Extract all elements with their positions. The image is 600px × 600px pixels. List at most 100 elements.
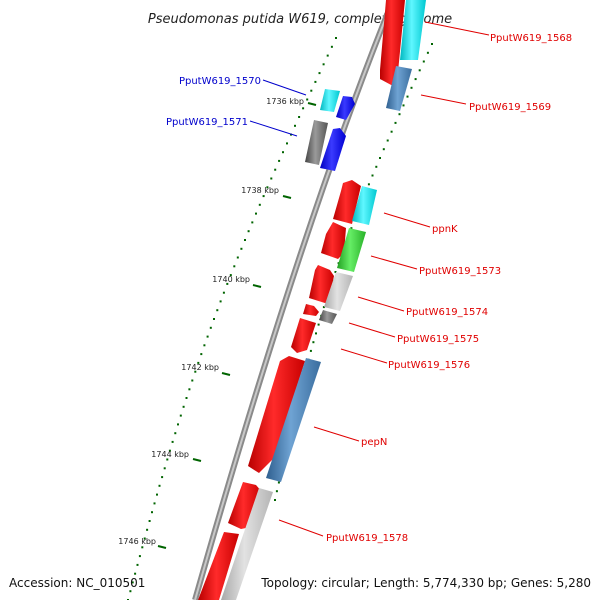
inner-ring-dot	[143, 537, 146, 540]
map-title: Pseudomonas putida W619, complete genome	[148, 12, 452, 27]
inner-ring-dot	[247, 230, 250, 233]
outer-ring-dot	[431, 43, 433, 45]
inner-ring-dot	[302, 107, 305, 110]
gene-1571-darkgray-arrow	[305, 120, 328, 165]
gene-label-1576: PputW619_1576	[388, 360, 470, 371]
inner-ring-dot	[314, 80, 317, 83]
inner-ring-dot	[278, 159, 281, 162]
inner-dot-ring	[127, 37, 337, 600]
outer-ring-dot	[312, 341, 315, 344]
inner-ring-dot	[251, 221, 254, 224]
inner-ring-dot	[318, 72, 321, 75]
gene-1568-cyan-arrow	[400, 0, 426, 60]
outer-ring-dot	[410, 86, 413, 89]
outer-ring-dot	[414, 78, 417, 81]
outer-ring-dot	[277, 481, 280, 484]
kbp-label-1740: 1740 kbp	[212, 275, 250, 284]
leader-1575	[348, 322, 396, 338]
kbp-tick-1738	[282, 195, 292, 199]
inner-ring-dot	[294, 124, 296, 127]
gene-ppnk-arrow	[333, 180, 361, 224]
gene-label-1573: PputW619_1573	[419, 266, 501, 277]
inner-ring-dot	[194, 370, 197, 373]
inner-ring-dot	[270, 177, 273, 180]
backbone-arc-highlight	[194, 0, 394, 600]
gene-label-1569: PputW619_1569	[469, 102, 551, 113]
inner-ring-dot	[146, 528, 149, 531]
leader-1569	[420, 94, 467, 105]
inner-ring-dot	[136, 563, 139, 566]
gene-last-forward-arrow	[198, 532, 239, 600]
inner-ring-dot	[158, 484, 161, 487]
outer-ring-dot	[382, 148, 385, 151]
inner-ring-dot	[222, 291, 225, 294]
inner-ring-dot	[197, 361, 200, 364]
inner-ring-dot	[255, 212, 257, 215]
inner-ring-dot	[163, 467, 166, 470]
leader-1568	[424, 21, 490, 36]
outer-ring-dot	[375, 165, 378, 168]
inner-ring-dot	[274, 168, 277, 171]
inner-ring-dot	[306, 98, 309, 101]
gene-1571-blue-arrow	[320, 128, 346, 171]
inner-ring-dot	[134, 572, 137, 575]
outer-ring-dot	[402, 104, 405, 107]
outer-ring-dot	[367, 183, 370, 186]
inner-ring-dot	[226, 282, 229, 285]
inner-ring-dot	[219, 300, 222, 303]
inner-ring-dot	[191, 379, 194, 382]
inner-ring-dot	[185, 397, 188, 399]
gene-pepn-steel-arrow	[266, 358, 321, 482]
inner-ring-dot	[200, 353, 203, 356]
outer-ring-dot	[309, 349, 312, 352]
inner-track-genes	[305, 89, 355, 171]
kbp-labels: 1736 kbp 1738 kbp 1740 kbp 1742 kbp 1744…	[118, 97, 304, 546]
outer-ring-dot	[390, 130, 393, 133]
backbone-arc	[192, 0, 396, 600]
inner-ring-dot	[168, 449, 171, 452]
gene-label-1568: PputW619_1568	[490, 33, 572, 44]
leader-1574	[357, 296, 405, 312]
kbp-label-1744: 1744 kbp	[151, 450, 189, 459]
gene-pepn-forward-arrow	[248, 356, 305, 473]
inner-ring-dot	[298, 116, 301, 118]
gene-label-1571: PputW619_1571	[166, 117, 248, 128]
leader-1573	[370, 255, 418, 270]
gene-1569-steel-arrow	[386, 66, 412, 111]
topology-text: Topology: circular; Length: 5,774,330 bp…	[260, 576, 591, 590]
kbp-tick-1742	[221, 372, 231, 376]
inner-ring-dot	[233, 265, 236, 268]
leader-ppnk	[383, 212, 431, 228]
outer-ring-dot	[317, 323, 320, 326]
gene-label-1575: PputW619_1575	[397, 334, 479, 345]
outer-ring-dot	[426, 51, 429, 54]
inner-ring-dot	[335, 37, 337, 39]
kbp-tick-1746	[157, 545, 167, 549]
kbp-label-1742: 1742 kbp	[181, 363, 219, 372]
outer-ring-dot	[379, 157, 381, 159]
gene-1570-blue-arrow	[336, 96, 355, 120]
inner-ring-dot	[236, 256, 239, 259]
gene-ppnk-cyan-arrow	[352, 186, 377, 225]
inner-ring-dot	[148, 520, 151, 522]
inner-ring-dot	[182, 405, 185, 408]
gene-1575-darkgray-arrow	[319, 310, 337, 324]
inner-ring-dot	[330, 45, 333, 48]
kbp-label-1738: 1738 kbp	[241, 186, 279, 195]
gene-label-1578: PputW619_1578	[326, 533, 408, 544]
inner-ring-dot	[141, 546, 144, 549]
gene-1575-forward-arrow	[303, 304, 319, 316]
outer-ring-dot	[274, 499, 276, 501]
leader-1571	[249, 120, 298, 137]
inner-ring-dot	[209, 326, 212, 329]
outer-ring-dot	[350, 227, 353, 230]
kbp-label-1736: 1736 kbp	[266, 97, 304, 106]
outer-ring-dot	[386, 139, 389, 142]
outer-ring-dot	[418, 69, 421, 72]
inner-ring-dot	[174, 432, 177, 435]
kbp-tick-1744	[192, 458, 202, 462]
inner-ring-dot	[206, 335, 209, 338]
inner-ring-dot	[179, 414, 182, 417]
inner-ring-dot	[282, 151, 284, 154]
